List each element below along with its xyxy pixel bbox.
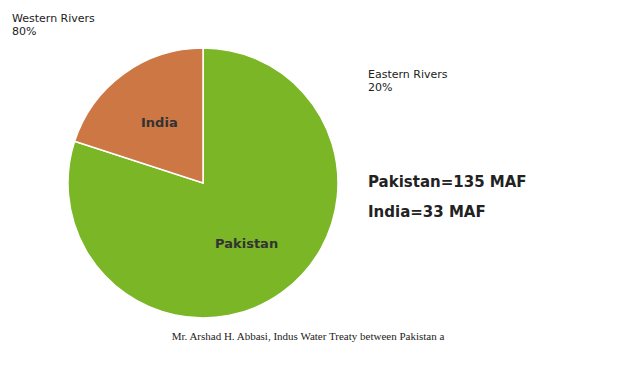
html-text:Mr. Arshad H. Abbasi, Indus Wa: Mr. Arshad H. Abbasi, Indus Water Treaty… [171,330,445,342]
svg-text:India: India [141,115,178,130]
html-text:Western Rivers 80%: Western Rivers 80% [12,12,95,38]
html-text:Pakistan=135 MAF: Pakistan=135 MAF [368,173,527,191]
html-text:Eastern Rivers 20%: Eastern Rivers 20% [368,68,448,94]
html-text:India=33 MAF: India=33 MAF [368,203,486,221]
svg-text:Pakistan: Pakistan [215,236,278,251]
